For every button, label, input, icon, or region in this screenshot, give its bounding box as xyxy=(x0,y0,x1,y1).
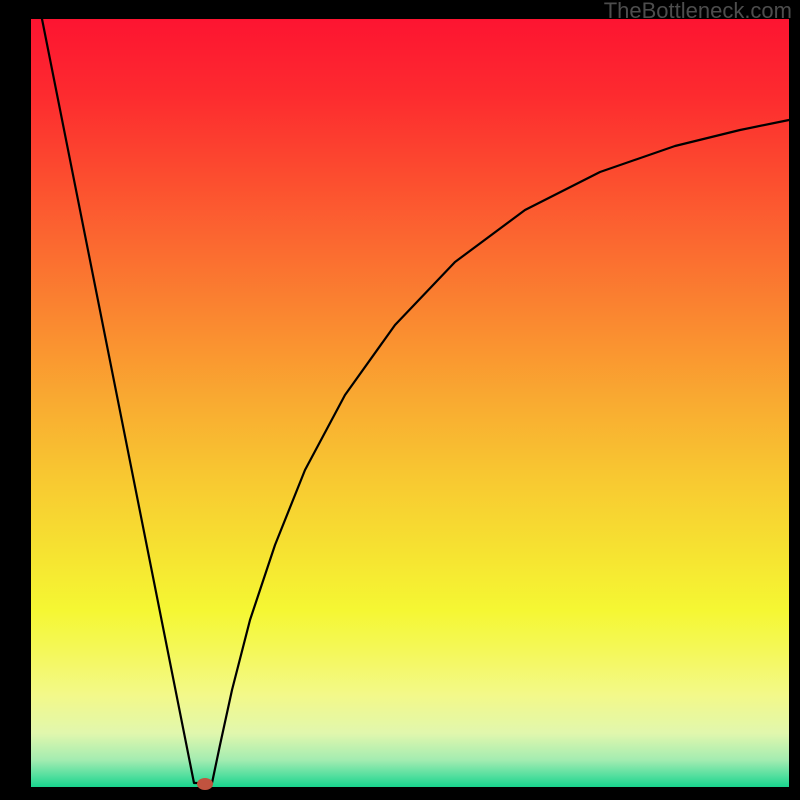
bottleneck-curve xyxy=(42,19,789,783)
watermark-text: TheBottleneck.com xyxy=(604,0,792,24)
curve-layer xyxy=(0,0,800,800)
chart-container: TheBottleneck.com xyxy=(0,0,800,800)
optimum-marker-icon xyxy=(197,778,213,790)
